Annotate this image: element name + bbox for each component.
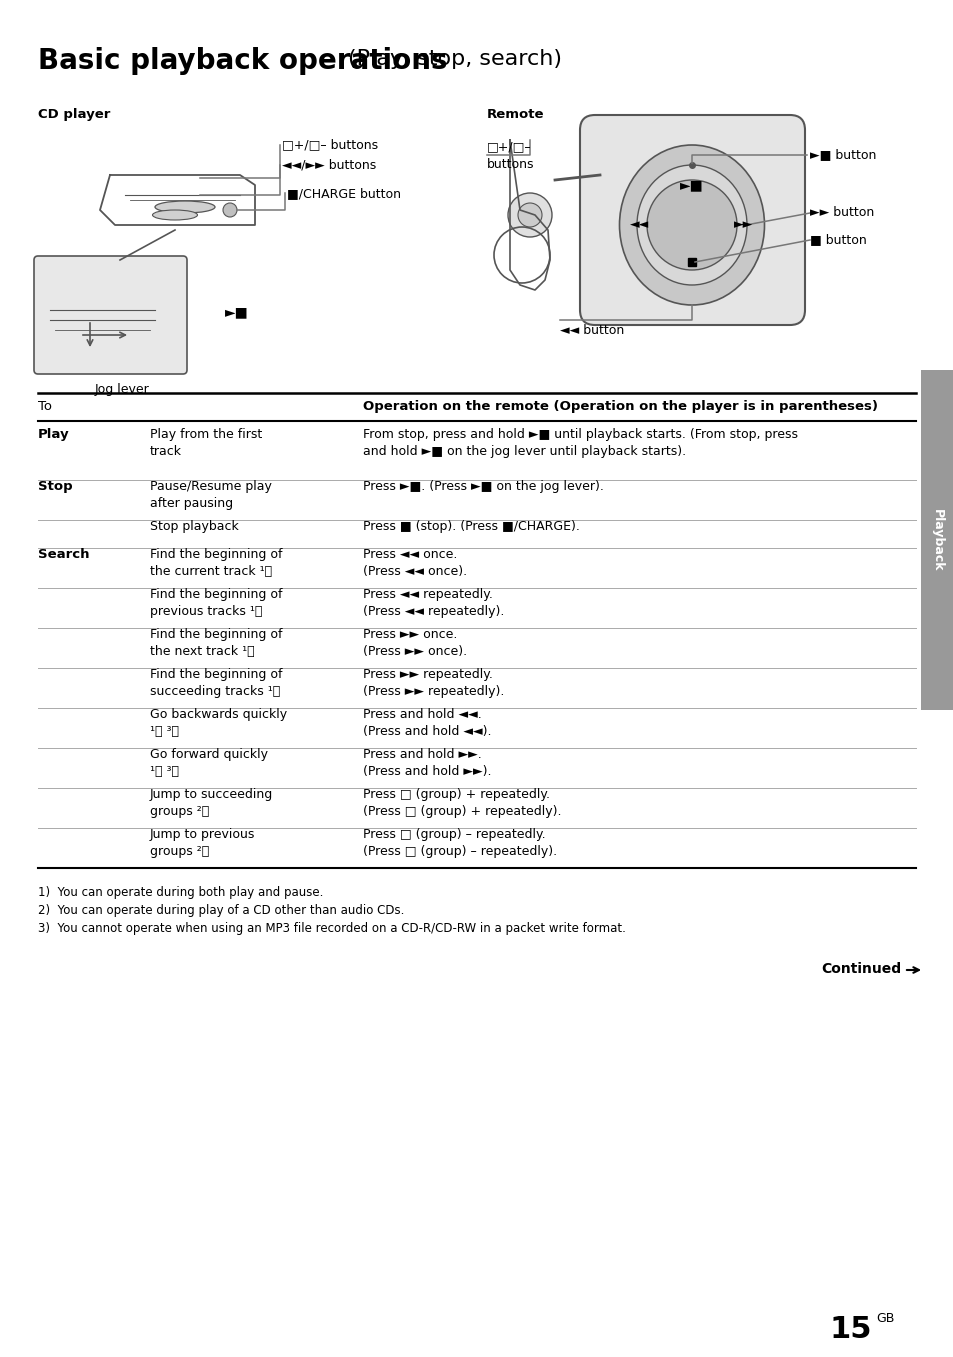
Text: ►■: ►■ bbox=[679, 178, 703, 191]
Text: Playback: Playback bbox=[929, 509, 943, 571]
Text: ►■: ►■ bbox=[225, 305, 249, 319]
Text: Press □ (group) – repeatedly.
(Press □ (group) – repeatedly).: Press □ (group) – repeatedly. (Press □ (… bbox=[363, 828, 557, 858]
Text: ■ button: ■ button bbox=[809, 233, 866, 246]
Text: Continued: Continued bbox=[820, 962, 900, 976]
Text: (Play, stop, search): (Play, stop, search) bbox=[348, 49, 561, 69]
Text: Find the beginning of
previous tracks ¹⧳: Find the beginning of previous tracks ¹⧳ bbox=[150, 588, 282, 617]
Ellipse shape bbox=[152, 210, 197, 220]
Text: □+/□–: □+/□– bbox=[486, 140, 531, 153]
Text: Search: Search bbox=[38, 548, 90, 560]
Text: Operation on the remote (Operation on the player is in parentheses): Operation on the remote (Operation on th… bbox=[363, 400, 877, 413]
Text: ◄◄/►► buttons: ◄◄/►► buttons bbox=[282, 157, 375, 171]
Text: Jump to succeeding
groups ²⧳: Jump to succeeding groups ²⧳ bbox=[150, 788, 273, 818]
FancyBboxPatch shape bbox=[579, 115, 804, 324]
Text: buttons: buttons bbox=[486, 157, 534, 171]
Text: Press ■ (stop). (Press ■/CHARGE).: Press ■ (stop). (Press ■/CHARGE). bbox=[363, 520, 579, 533]
Text: CD player: CD player bbox=[38, 109, 111, 121]
Ellipse shape bbox=[154, 201, 214, 213]
Ellipse shape bbox=[618, 145, 763, 305]
Text: Press ►► once.
(Press ►► once).: Press ►► once. (Press ►► once). bbox=[363, 628, 467, 658]
Text: Find the beginning of
succeeding tracks ¹⧳: Find the beginning of succeeding tracks … bbox=[150, 668, 282, 697]
Text: Press and hold ◄◄.
(Press and hold ◄◄).: Press and hold ◄◄. (Press and hold ◄◄). bbox=[363, 708, 491, 738]
Text: Press ►► repeatedly.
(Press ►► repeatedly).: Press ►► repeatedly. (Press ►► repeatedl… bbox=[363, 668, 504, 697]
Text: Find the beginning of
the next track ¹⧳: Find the beginning of the next track ¹⧳ bbox=[150, 628, 282, 658]
Text: Find the beginning of
the current track ¹⧳: Find the beginning of the current track … bbox=[150, 548, 282, 578]
Circle shape bbox=[517, 204, 541, 227]
Text: From stop, press and hold ►■ until playback starts. (From stop, press
and hold ►: From stop, press and hold ►■ until playb… bbox=[363, 427, 797, 459]
Text: ◄◄: ◄◄ bbox=[630, 218, 649, 232]
Text: Press ►■. (Press ►■ on the jog lever).: Press ►■. (Press ►■ on the jog lever). bbox=[363, 480, 603, 493]
Text: Jump to previous
groups ²⧳: Jump to previous groups ²⧳ bbox=[150, 828, 255, 858]
Ellipse shape bbox=[637, 166, 746, 285]
Text: 3)  You cannot operate when using an MP3 file recorded on a CD-R/CD-RW in a pack: 3) You cannot operate when using an MP3 … bbox=[38, 921, 625, 935]
Text: Press and hold ►►.
(Press and hold ►►).: Press and hold ►►. (Press and hold ►►). bbox=[363, 748, 491, 778]
Text: To: To bbox=[38, 400, 52, 413]
Bar bbox=[920, 370, 953, 710]
Circle shape bbox=[223, 204, 236, 217]
Text: □+/□– buttons: □+/□– buttons bbox=[282, 138, 377, 151]
Text: Go backwards quickly
¹⧳ ³⧳: Go backwards quickly ¹⧳ ³⧳ bbox=[150, 708, 287, 738]
Text: Pause/Resume play
after pausing: Pause/Resume play after pausing bbox=[150, 480, 272, 510]
Circle shape bbox=[646, 180, 737, 270]
Text: ►► button: ►► button bbox=[809, 206, 873, 218]
Text: 15: 15 bbox=[828, 1315, 871, 1343]
Text: Go forward quickly
¹⧳ ³⧳: Go forward quickly ¹⧳ ³⧳ bbox=[150, 748, 268, 778]
Text: Basic playback operations: Basic playback operations bbox=[38, 47, 456, 75]
Circle shape bbox=[507, 193, 552, 237]
Text: ◄◄ button: ◄◄ button bbox=[559, 324, 623, 337]
Text: Play: Play bbox=[38, 427, 70, 441]
Text: Stop: Stop bbox=[38, 480, 72, 493]
Text: Play from the first
track: Play from the first track bbox=[150, 427, 262, 459]
FancyBboxPatch shape bbox=[34, 256, 187, 375]
Text: 2)  You can operate during play of a CD other than audio CDs.: 2) You can operate during play of a CD o… bbox=[38, 904, 404, 917]
Text: GB: GB bbox=[875, 1312, 893, 1324]
Text: Remote: Remote bbox=[486, 109, 544, 121]
Text: ►■ button: ►■ button bbox=[809, 148, 876, 161]
Text: 1)  You can operate during both play and pause.: 1) You can operate during both play and … bbox=[38, 886, 323, 898]
Text: Jog lever: Jog lever bbox=[95, 383, 150, 396]
Text: ■/CHARGE button: ■/CHARGE button bbox=[287, 187, 400, 199]
Text: ►►: ►► bbox=[734, 218, 753, 232]
Text: Press ◄◄ repeatedly.
(Press ◄◄ repeatedly).: Press ◄◄ repeatedly. (Press ◄◄ repeatedl… bbox=[363, 588, 504, 617]
Text: Press ◄◄ once.
(Press ◄◄ once).: Press ◄◄ once. (Press ◄◄ once). bbox=[363, 548, 467, 578]
Text: Press □ (group) + repeatedly.
(Press □ (group) + repeatedly).: Press □ (group) + repeatedly. (Press □ (… bbox=[363, 788, 561, 818]
Text: Stop playback: Stop playback bbox=[150, 520, 238, 533]
